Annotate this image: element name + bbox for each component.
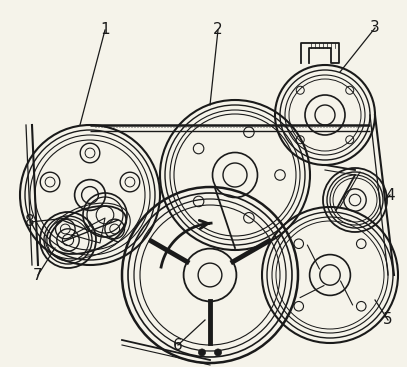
Circle shape	[214, 349, 221, 356]
Circle shape	[199, 349, 206, 356]
Text: 3: 3	[370, 21, 380, 36]
Text: 1: 1	[100, 22, 110, 37]
Text: 2: 2	[213, 22, 223, 37]
Text: 7: 7	[33, 268, 43, 283]
Text: 8: 8	[25, 214, 35, 229]
Text: 6: 6	[173, 338, 183, 352]
Text: 5: 5	[383, 312, 393, 327]
Text: 4: 4	[385, 188, 395, 203]
